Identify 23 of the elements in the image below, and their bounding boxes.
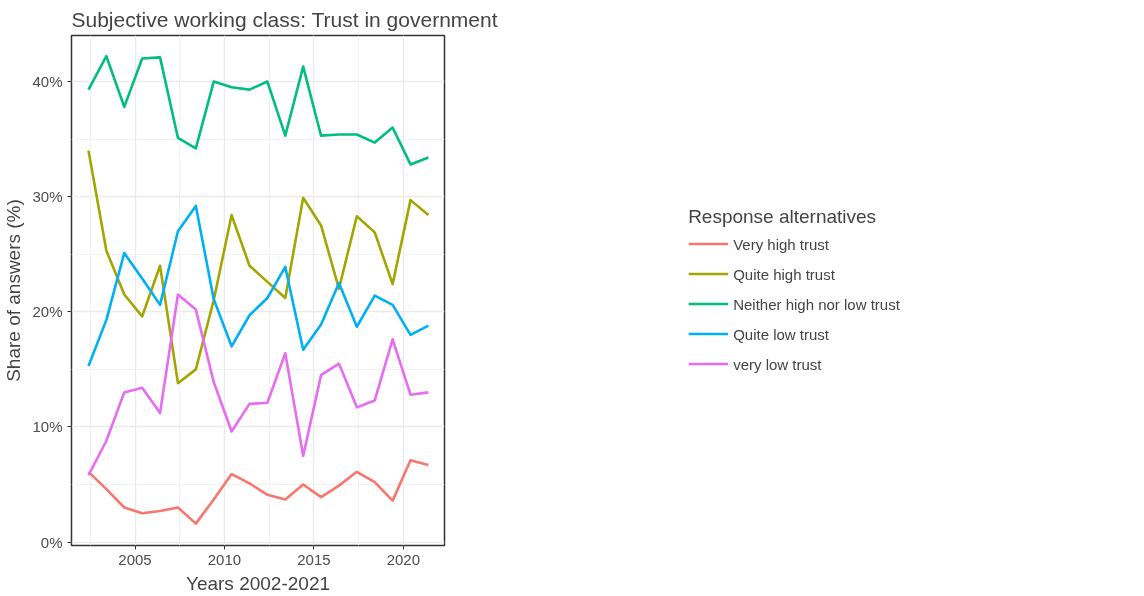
x-tick-label: 2005 [118,550,152,568]
legend-label: Quite high trust [733,264,835,285]
chart-title: Subjective working class: Trust in government [71,7,498,31]
y-tick-label: 40% [32,73,63,91]
y-axis-title: Share of answers (%) [3,199,25,382]
y-tick-label: 0% [40,533,63,551]
x-axis-title: Years 2002-2021 [185,572,331,594]
y-tick-label: 30% [32,188,63,206]
line-series [87,54,430,166]
line-series [87,459,430,525]
line-series [87,204,430,368]
x-tick-label: 2010 [207,550,242,568]
legend-label: Quite low trust [733,324,829,345]
legend-label: Very high trust [733,234,830,255]
x-tick-label: 2015 [297,550,331,568]
legend-label: Neither high nor low trust [733,294,900,315]
line-series [87,149,430,385]
legend-label: very low trust [733,354,822,375]
line-series [87,293,430,477]
legend-title: Response alternatives [688,205,878,228]
y-tick-label: 20% [32,303,63,321]
y-tick-label: 10% [32,418,63,436]
x-tick-label: 2020 [386,550,421,568]
